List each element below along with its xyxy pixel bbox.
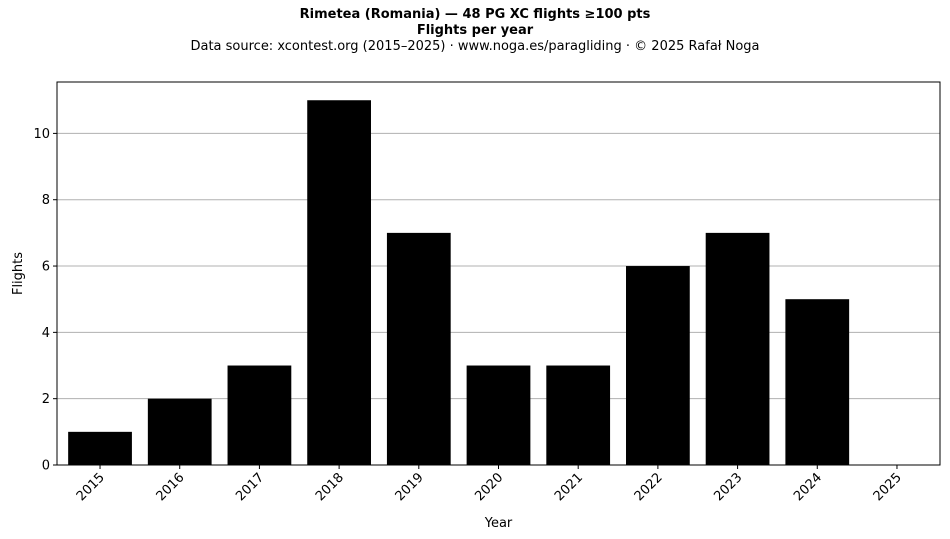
- x-tick-label: 2025: [871, 470, 905, 504]
- chart-title: Rimetea (Romania) — 48 PG XC flights ≥10…: [299, 7, 651, 22]
- bar-2023: [705, 232, 770, 465]
- bar-2020: [466, 365, 531, 465]
- x-tick-label: 2017: [233, 470, 267, 504]
- bar-2017: [227, 365, 292, 465]
- bar-2018: [307, 100, 371, 465]
- x-axis-label: Year: [484, 516, 513, 531]
- bar-2021: [546, 365, 611, 465]
- y-tick-label: 4: [42, 326, 50, 341]
- y-tick-label: 10: [33, 127, 50, 142]
- chart-subtitle: Flights per year: [416, 23, 534, 38]
- x-tick-label: 2016: [154, 470, 188, 504]
- bar-2022: [626, 266, 690, 465]
- bar-2019: [386, 232, 451, 465]
- bars: [68, 100, 850, 465]
- x-tick-label: 2018: [313, 470, 347, 504]
- y-axis-ticks: 0 2 4 6 8 10: [33, 127, 57, 474]
- x-tick-label: 2015: [74, 470, 108, 504]
- x-tick-label: 2021: [552, 470, 586, 504]
- y-tick-label: 2: [42, 392, 50, 407]
- x-tick-label: 2019: [393, 470, 427, 504]
- x-tick-label: 2024: [791, 470, 825, 504]
- x-tick-label: 2020: [472, 470, 506, 504]
- x-tick-label: 2022: [632, 470, 666, 504]
- bar-2024: [785, 299, 850, 465]
- chart-source-note: Data source: xcontest.org (2015–2025) · …: [190, 39, 760, 54]
- bar-2016: [147, 398, 212, 465]
- y-tick-label: 0: [42, 459, 50, 474]
- bar-2015: [68, 431, 132, 465]
- x-tick-label: 2023: [711, 470, 745, 504]
- y-tick-label: 6: [42, 260, 50, 275]
- x-axis-ticks: 2015 2016 2017 2018 2019 2020 2021 2022 2023 2024…: [74, 465, 905, 504]
- y-axis-label: Flights: [11, 252, 26, 295]
- y-tick-label: 8: [42, 193, 50, 208]
- chart-header: Rimetea (Romania) — 48 PG XC flights ≥10…: [0, 7, 950, 55]
